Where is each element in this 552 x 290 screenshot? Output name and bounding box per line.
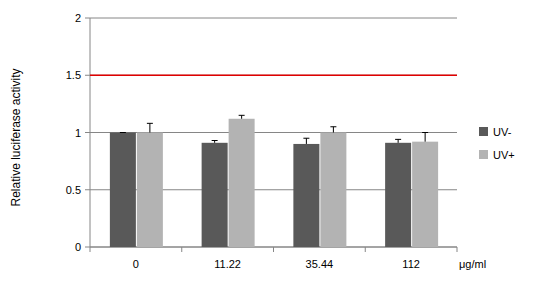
plot-marks xyxy=(90,75,457,247)
y-tick-label: 0.5 xyxy=(66,184,81,196)
grid-line xyxy=(90,18,457,19)
error-stem xyxy=(149,123,150,132)
x-tick-label: 112 xyxy=(402,258,420,270)
error-bar xyxy=(422,133,428,142)
legend-label: UV+ xyxy=(493,149,515,161)
error-cap xyxy=(147,123,153,124)
bar xyxy=(137,133,163,248)
x-axis-label: μg/ml xyxy=(459,258,486,270)
error-cap xyxy=(239,115,245,116)
y-tick xyxy=(85,75,90,76)
x-tick xyxy=(273,247,274,252)
bar xyxy=(385,143,411,247)
error-cap xyxy=(422,132,428,133)
y-tick-label: 2 xyxy=(75,12,81,24)
error-cap xyxy=(212,140,218,141)
y-tick xyxy=(85,189,90,190)
error-bar xyxy=(395,139,401,142)
legend-swatch xyxy=(479,150,488,159)
error-cap xyxy=(120,132,126,133)
error-bar xyxy=(330,127,336,133)
chart: 0 0.5 1 1.5 2 0 11.22 35.44 112 μg/ml Relative luc… xyxy=(0,0,552,290)
x-tick-label: 11.22 xyxy=(214,258,241,270)
bar xyxy=(202,143,228,247)
error-bar xyxy=(147,123,153,132)
grid-line xyxy=(90,75,457,76)
error-bar xyxy=(303,138,309,144)
x-tick xyxy=(365,247,366,252)
legend: UV- UV+ xyxy=(479,126,515,161)
y-tick xyxy=(85,132,90,133)
error-stem xyxy=(241,115,242,118)
error-bar xyxy=(212,141,218,143)
error-bar xyxy=(120,132,126,133)
legend-swatch xyxy=(479,127,488,136)
y-axis xyxy=(90,18,91,247)
y-axis-label: Relative luciferase activity xyxy=(9,68,23,206)
y-tick xyxy=(85,18,90,19)
x-tick xyxy=(181,247,182,252)
y-tick xyxy=(85,247,90,248)
bar xyxy=(320,133,346,248)
x-tick-label: 0 xyxy=(133,258,139,270)
error-cap xyxy=(303,138,309,139)
threshold-line xyxy=(90,75,457,77)
bar xyxy=(293,144,319,247)
error-cap xyxy=(395,139,401,140)
x-tick xyxy=(90,247,91,252)
error-bar xyxy=(239,115,245,118)
x-tick xyxy=(457,247,458,252)
bar xyxy=(412,142,438,247)
legend-label: UV- xyxy=(493,126,512,138)
error-stem xyxy=(398,139,399,142)
bar xyxy=(110,133,136,248)
y-tick-label: 1 xyxy=(75,127,81,139)
y-tick-label: 1.5 xyxy=(66,69,81,81)
error-stem xyxy=(306,138,307,144)
bar xyxy=(229,119,255,247)
error-stem xyxy=(333,127,334,133)
error-cap xyxy=(330,126,336,127)
error-stem xyxy=(425,133,426,142)
x-tick-label: 35.44 xyxy=(306,258,334,270)
y-tick-label: 0 xyxy=(75,241,81,253)
